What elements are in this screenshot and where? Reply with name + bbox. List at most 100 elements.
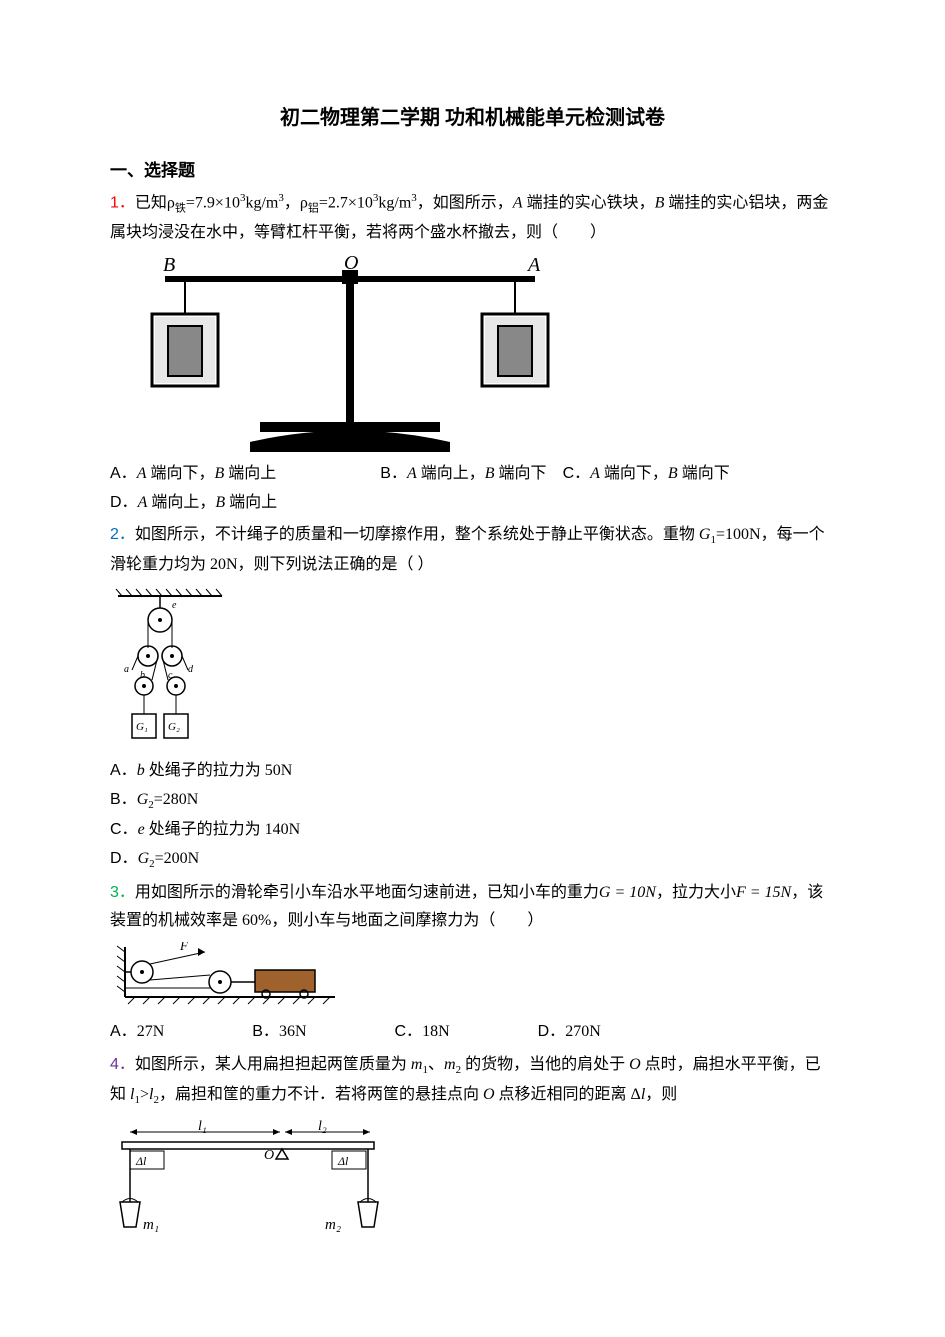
svg-text:l₁: l₁ xyxy=(198,1119,207,1134)
text: 端向上 xyxy=(225,494,277,511)
choice-label: C． xyxy=(110,821,138,838)
svg-text:A: A xyxy=(526,254,541,276)
text: kg/m xyxy=(378,194,411,211)
text: 270N xyxy=(565,1023,601,1040)
q2-choices: A．b 处绳子的拉力为 50N B．G2=280N C．e 处绳子的拉力为 14… xyxy=(110,757,835,875)
text: 18N xyxy=(422,1023,450,1040)
text: 端向上 xyxy=(224,465,276,482)
text: ，则 xyxy=(645,1086,677,1103)
text: ，如图所示， xyxy=(417,194,513,211)
text: 点移近相同的距离 Δ xyxy=(495,1086,641,1103)
question-number: 3． xyxy=(110,884,135,901)
choice-A: A．b 处绳子的拉力为 50N xyxy=(110,757,835,786)
svg-text:a: a xyxy=(124,664,129,675)
choice-C: C．e 处绳子的拉力为 140N xyxy=(110,816,835,845)
question-number: 4． xyxy=(110,1056,135,1073)
equation: G = 10N xyxy=(599,884,656,901)
var: B xyxy=(214,465,224,482)
text: 端向下， xyxy=(600,465,668,482)
svg-text:m₂: m₂ xyxy=(325,1217,341,1233)
choice-label: B． xyxy=(380,465,407,482)
text: 36N xyxy=(279,1023,307,1040)
var: A xyxy=(590,465,600,482)
text: =2.7×10 xyxy=(319,194,373,211)
var: b xyxy=(137,762,145,779)
figure-q3: F xyxy=(110,942,835,1012)
var: O xyxy=(629,1056,641,1073)
choice-label: B． xyxy=(252,1023,279,1040)
choice-label: A． xyxy=(110,465,137,482)
svg-text:G₂: G₂ xyxy=(168,721,180,733)
text: 处绳子的拉力为 50N xyxy=(145,762,293,779)
text: 处绳子的拉力为 140N xyxy=(145,821,301,838)
text: ，扁担和筐的重力不计．若将两筐的悬挂点向 xyxy=(159,1086,483,1103)
figure-q1: B O A xyxy=(110,254,835,454)
var: m xyxy=(411,1056,423,1073)
text: 如图所示，不计绳子的质量和一切摩擦作用，整个系统处于静止平衡状态。重物 xyxy=(135,526,699,543)
text: 端向下 xyxy=(495,465,547,482)
choice-label: D． xyxy=(110,494,138,511)
var: A xyxy=(407,465,417,482)
figure-q2: e a b c d G₁ G₂ xyxy=(110,586,835,751)
text: ，拉力大小 xyxy=(656,884,736,901)
var: A xyxy=(137,465,147,482)
text: =200N xyxy=(155,850,200,867)
var: G xyxy=(137,791,149,808)
choice-label: D． xyxy=(110,850,138,867)
var: G xyxy=(699,526,711,543)
choice-B: B．G2=280N xyxy=(110,786,835,816)
svg-text:l₂: l₂ xyxy=(318,1119,327,1134)
svg-text:B: B xyxy=(163,254,175,276)
text: =7.9×10 xyxy=(186,194,240,211)
text: 27N xyxy=(137,1023,165,1040)
exam-title: 初二物理第二学期 功和机械能单元检测试卷 xyxy=(110,100,835,136)
var: m xyxy=(444,1056,456,1073)
subscript: 铁 xyxy=(175,202,186,214)
q3-choices: A．27N B．36N C．18N D．270N xyxy=(110,1018,835,1047)
var-B: B xyxy=(655,194,665,211)
svg-text:e: e xyxy=(172,600,177,611)
var: e xyxy=(138,821,145,838)
svg-text:O: O xyxy=(344,254,358,274)
section-header-1: 一、选择题 xyxy=(110,156,835,187)
choice-D: D．G2=200N xyxy=(110,845,835,875)
svg-text:Δl: Δl xyxy=(337,1154,349,1168)
text: kg/m xyxy=(245,194,278,211)
text: 、 xyxy=(428,1056,444,1073)
choice-label: A． xyxy=(110,1023,137,1040)
text: =280N xyxy=(154,791,199,808)
question-number: 1． xyxy=(110,194,135,211)
text: 端向下 xyxy=(678,465,730,482)
choice-label: A． xyxy=(110,762,137,779)
svg-text:G₁: G₁ xyxy=(136,721,148,733)
question-4: 4．如图所示，某人用扁担担起两筐质量为 m1、m2 的货物，当他的肩处于 O 点… xyxy=(110,1051,835,1111)
svg-text:b: b xyxy=(140,670,145,681)
text: 已知ρ xyxy=(135,194,175,211)
question-2: 2．如图所示，不计绳子的质量和一切摩擦作用，整个系统处于静止平衡状态。重物 G1… xyxy=(110,521,835,580)
text: 的货物，当他的肩处于 xyxy=(461,1056,629,1073)
var: B xyxy=(485,465,495,482)
var: G xyxy=(138,850,150,867)
q1-choices: A．A 端向下，B 端向上 B．A 端向上，B 端向下 C．A 端向下，B 端向… xyxy=(110,460,835,518)
figure-q4: O l₁ l₂ Δl Δl m₁ m₂ xyxy=(110,1117,835,1247)
text: 用如图所示的滑轮牵引小车沿水平地面匀速前进，已知小车的重力 xyxy=(135,884,599,901)
svg-text:O: O xyxy=(264,1148,274,1163)
choice-label: C． xyxy=(563,465,591,482)
question-1: 1．已知ρ铁=7.9×103kg/m3，ρ铝=2.7×103kg/m3，如图所示… xyxy=(110,189,835,248)
text: ，ρ xyxy=(284,194,308,211)
choice-label: D． xyxy=(538,1023,566,1040)
var: B xyxy=(215,494,225,511)
subscript: 铝 xyxy=(308,202,319,214)
svg-text:F: F xyxy=(179,942,189,953)
var: O xyxy=(483,1086,495,1103)
choice-label: B． xyxy=(110,791,137,808)
text: > xyxy=(140,1086,149,1103)
svg-text:Δl: Δl xyxy=(135,1154,147,1168)
choice-label: C． xyxy=(395,1023,423,1040)
var-A: A xyxy=(513,194,523,211)
var: A xyxy=(138,494,148,511)
question-3: 3．用如图所示的滑轮牵引小车沿水平地面匀速前进，已知小车的重力G = 10N，拉… xyxy=(110,879,835,937)
svg-text:d: d xyxy=(188,664,194,675)
svg-text:m₁: m₁ xyxy=(143,1217,159,1233)
text: 端向上， xyxy=(417,465,485,482)
